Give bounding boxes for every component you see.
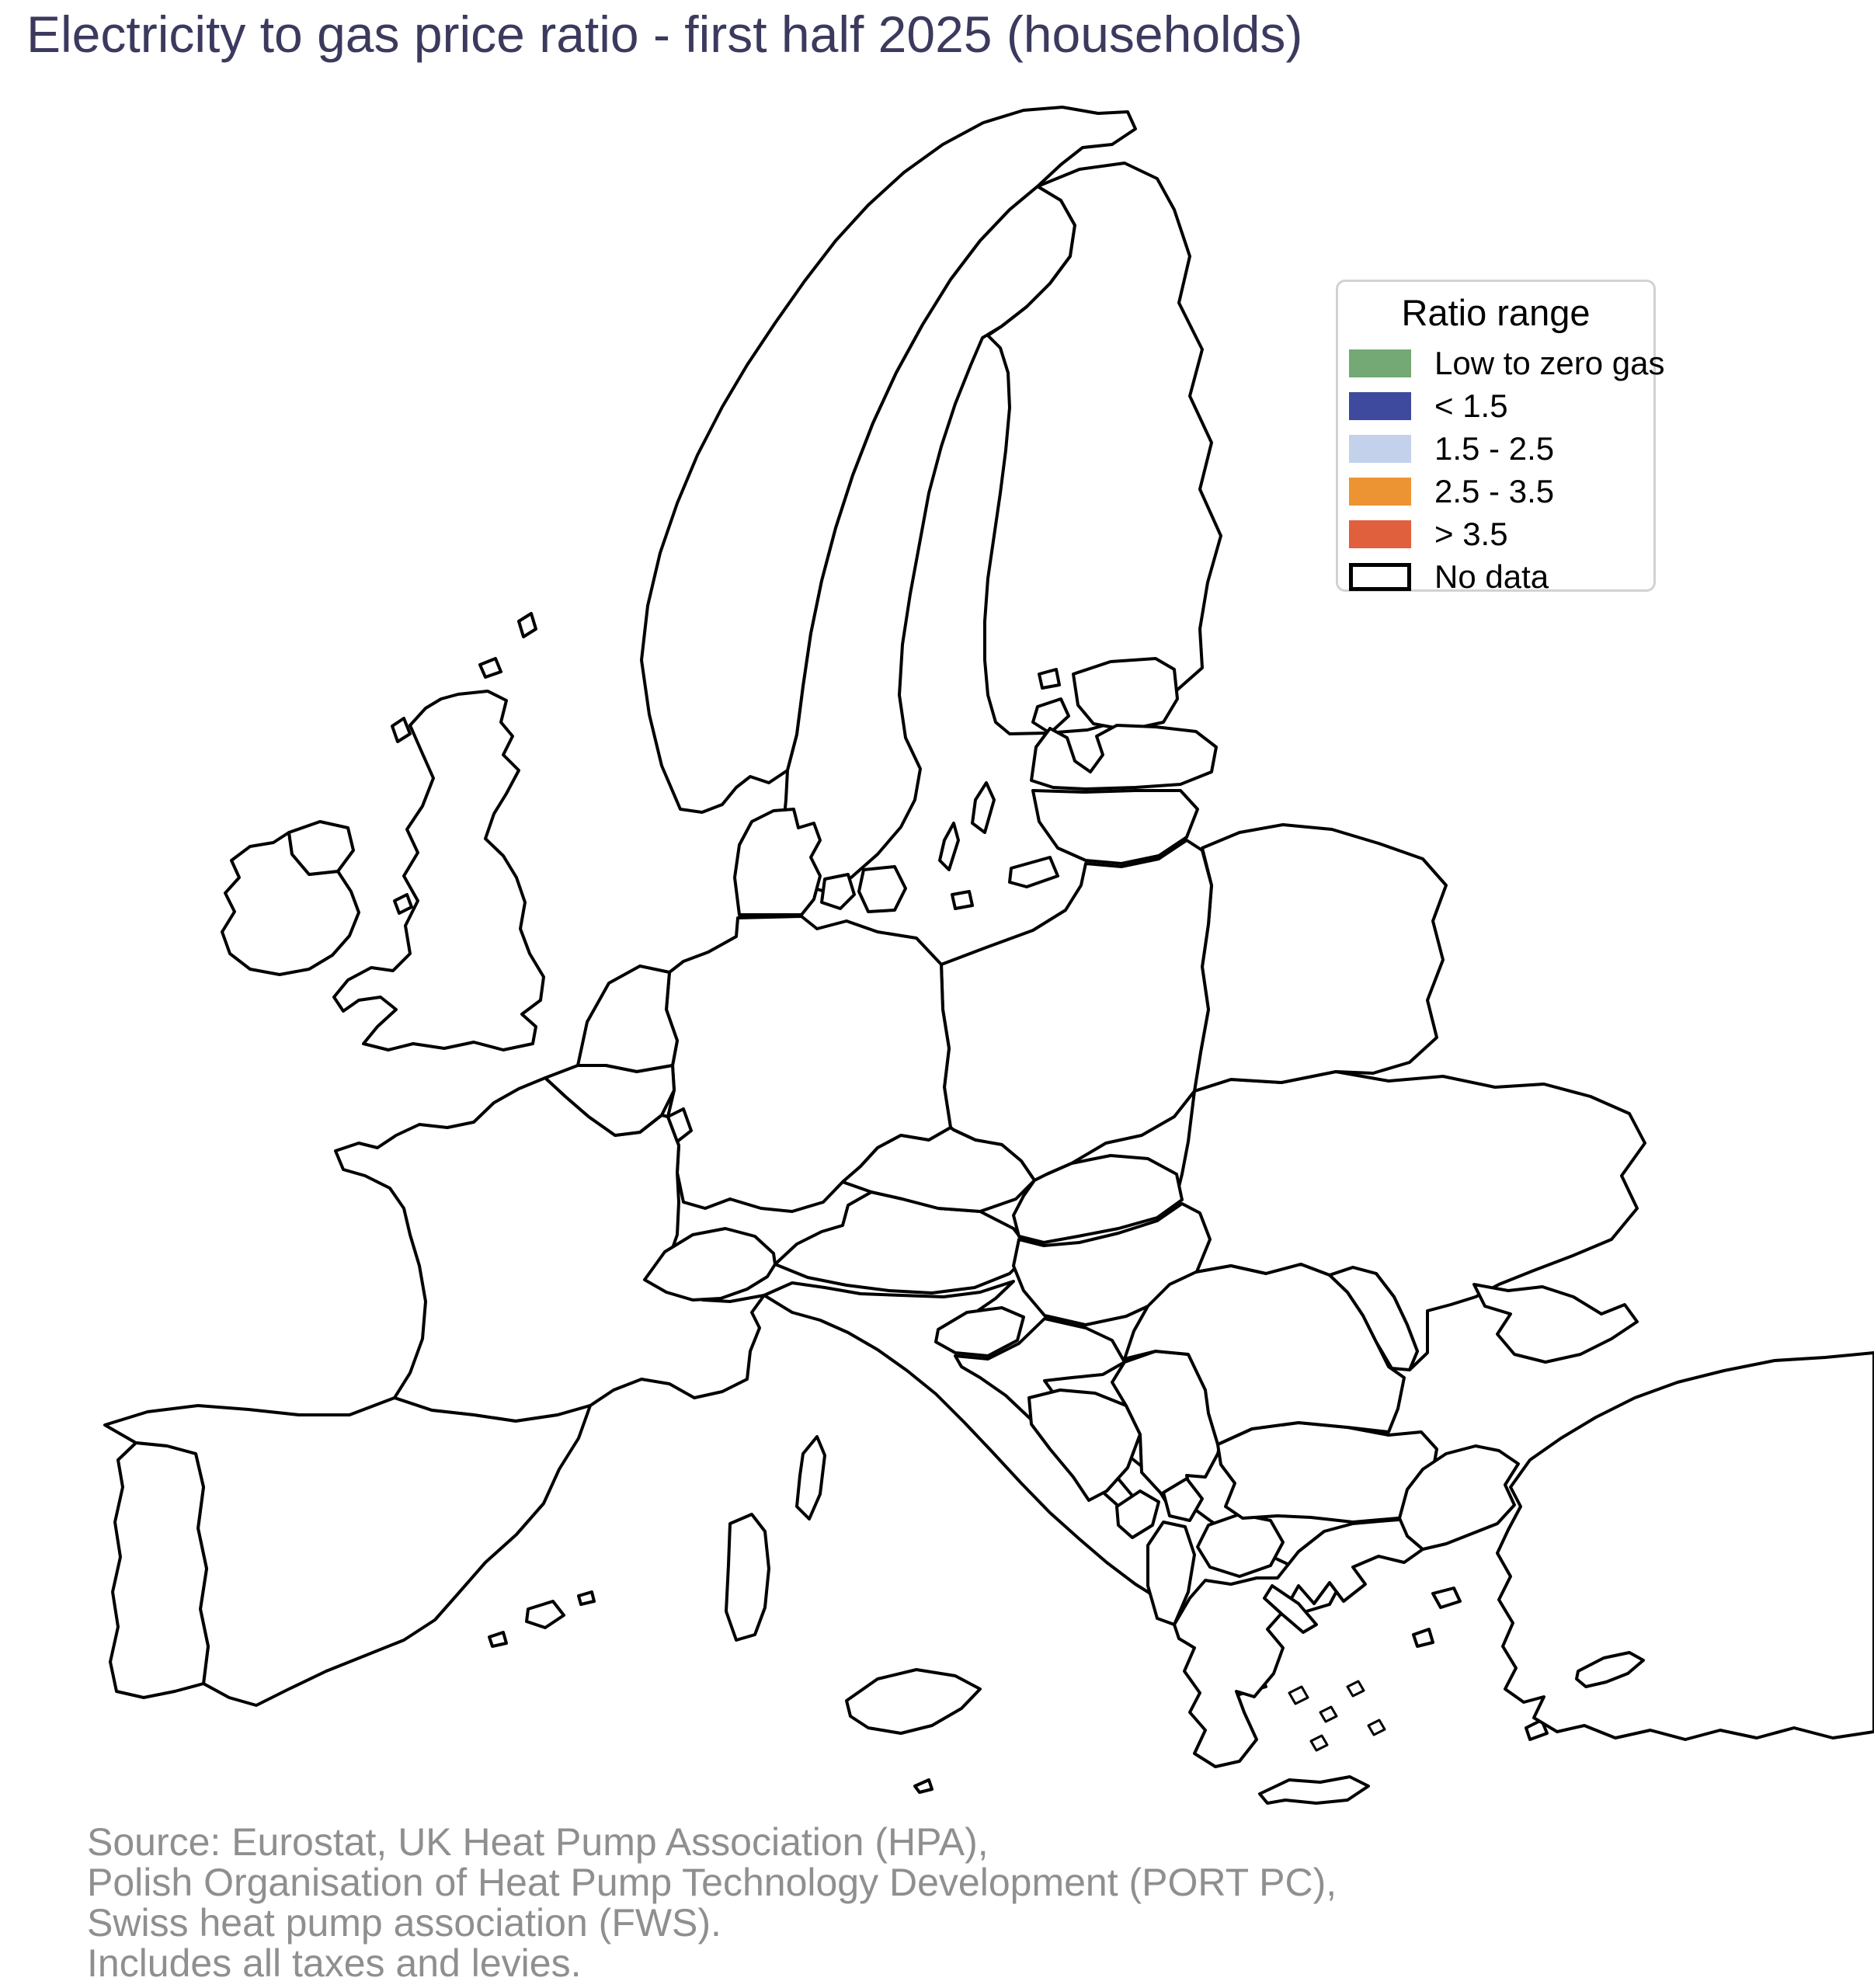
legend-item-2-5-3-5: 2.5 - 3.5 — [1338, 470, 1653, 513]
island-sardinia — [725, 1513, 770, 1642]
legend-swatch-gt-3-5 — [1349, 520, 1411, 548]
country-france — [334, 1076, 766, 1423]
country-czechia — [841, 1126, 1036, 1213]
legend-label: No data — [1434, 558, 1549, 595]
legend-item-gt-3-5: > 3.5 — [1338, 513, 1653, 555]
legend-swatch-low-to-zero-gas — [1349, 349, 1411, 377]
island-oland — [938, 822, 960, 871]
country-ukraine-crimea — [1472, 1283, 1639, 1364]
island-lesbos — [1431, 1587, 1462, 1609]
source-line-3: Swiss heat pump association (FWS). — [87, 1901, 721, 1945]
island-isle-of-man — [393, 893, 413, 915]
island-sicily — [845, 1668, 982, 1735]
legend-swatch-no-data — [1349, 562, 1411, 591]
island-corsica — [795, 1435, 826, 1521]
country-great-britain — [332, 690, 545, 1051]
legend-label: 2.5 - 3.5 — [1434, 472, 1555, 509]
country-lithuania — [1031, 789, 1199, 865]
island-orkney — [478, 657, 502, 679]
legend-swatch-lt-1-5 — [1349, 391, 1411, 420]
legend-box: Ratio range Low to zero gas < 1.5 1.5 - … — [1336, 280, 1665, 595]
island-zealand — [857, 865, 907, 913]
legend-swatch-1-5-2-5 — [1349, 434, 1411, 463]
country-cyprus — [1575, 1651, 1645, 1688]
legend-item-low-to-zero-gas: Low to zero gas — [1338, 342, 1665, 384]
legend-label: 1.5 - 2.5 — [1434, 429, 1555, 467]
island-mallorca — [525, 1600, 565, 1629]
country-slovakia — [1012, 1154, 1184, 1244]
island-bornholm — [951, 890, 974, 910]
aegean-islands — [1288, 1680, 1386, 1752]
map-countries — [103, 106, 1874, 1805]
country-kosovo — [1162, 1477, 1204, 1522]
country-bosnia — [1027, 1388, 1142, 1502]
country-north-macedonia — [1196, 1513, 1285, 1578]
island-rhodes — [1525, 1719, 1549, 1741]
legend-title: Ratio range — [1401, 292, 1591, 333]
island-menorca — [577, 1590, 596, 1606]
island-crete — [1258, 1775, 1370, 1805]
island-funen — [820, 873, 856, 910]
island-euboea — [1263, 1584, 1318, 1634]
source-line-4: Includes all taxes and levies. — [87, 1941, 582, 1985]
country-ireland — [221, 831, 360, 976]
legend-item-1-5-2-5: 1.5 - 2.5 — [1338, 427, 1653, 470]
page-title: Electricity to gas price ratio - first h… — [26, 5, 1303, 63]
country-greece — [1173, 1517, 1424, 1768]
country-luxembourg — [666, 1107, 693, 1143]
country-albania — [1146, 1521, 1196, 1626]
country-estonia — [1072, 657, 1179, 732]
country-netherlands — [576, 964, 679, 1073]
country-latvia — [1030, 724, 1218, 791]
legend-label: < 1.5 — [1434, 387, 1508, 424]
source-line-2: Polish Organisation of Heat Pump Technol… — [87, 1861, 1337, 1904]
country-moldova — [1328, 1266, 1419, 1371]
country-romania — [1123, 1263, 1406, 1446]
source-line-1: Source: Eurostat, UK Heat Pump Associati… — [87, 1820, 989, 1864]
country-montenegro — [1115, 1489, 1160, 1539]
island-saaremaa — [1031, 697, 1070, 735]
legend-label: > 3.5 — [1434, 515, 1508, 552]
source-note: Source: Eurostat, UK Heat Pump Associati… — [87, 1822, 1337, 1983]
country-slovenia — [934, 1306, 1025, 1357]
country-poland — [940, 839, 1213, 1182]
legend-item-no-data: No data — [1338, 555, 1653, 598]
legend-item-lt-1-5: < 1.5 — [1338, 384, 1653, 427]
legend-label: Low to zero gas — [1434, 344, 1665, 381]
country-portugal — [109, 1441, 210, 1699]
island-malta — [913, 1778, 934, 1794]
country-austria — [774, 1190, 1033, 1295]
region-northern-ireland — [287, 820, 355, 876]
island-hiiumaa — [1038, 668, 1061, 690]
country-finland — [983, 162, 1222, 735]
region-kaliningrad — [1008, 856, 1059, 888]
island-chios — [1412, 1628, 1434, 1648]
country-belgium — [544, 1064, 676, 1137]
island-shetland — [517, 612, 537, 638]
country-belarus — [1193, 823, 1448, 1093]
legend-swatch-2-5-3-5 — [1349, 477, 1411, 506]
island-gotland — [971, 781, 996, 834]
island-ibiza — [488, 1631, 508, 1648]
country-denmark — [733, 808, 822, 916]
country-turkey-anatolia — [1496, 1351, 1874, 1741]
country-turkey-thrace — [1398, 1444, 1520, 1551]
island-hebrides — [391, 717, 412, 743]
